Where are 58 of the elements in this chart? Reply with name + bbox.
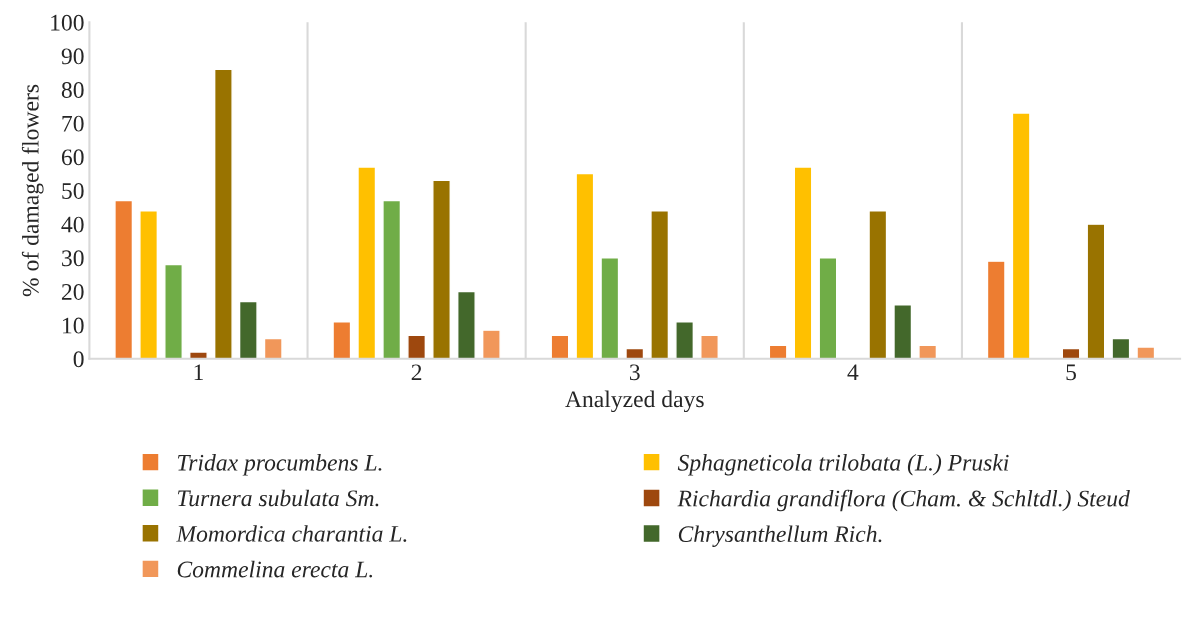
y-tick-label: 40 (61, 216, 84, 233)
bar (481, 329, 501, 359)
bar (893, 304, 913, 359)
x-tick-label: 1 (194, 364, 203, 381)
y-tick-label: 100 (51, 14, 84, 31)
bar (332, 321, 352, 359)
y-tick-label: 30 (62, 250, 84, 267)
bar (139, 209, 159, 359)
bar (457, 290, 476, 359)
bar (868, 209, 888, 359)
x-axis-title: Analyzed days (565, 390, 704, 413)
legend-label: Tridax procumbens L. (177, 454, 382, 476)
bar (550, 334, 570, 359)
y-tick-label: 10 (63, 317, 84, 334)
bar (986, 260, 1006, 359)
bar (114, 199, 134, 359)
bar (818, 257, 838, 359)
bar (357, 166, 377, 359)
y-tick-label: 80 (61, 82, 84, 98)
legend-label: Chrysanthellum Rich. (678, 525, 882, 547)
bar (238, 300, 258, 359)
x-tick-label: 2 (411, 364, 422, 381)
bar (263, 337, 283, 359)
x-tick-label: 3 (629, 364, 640, 381)
y-tick-label: 90 (61, 48, 84, 65)
bar (1111, 337, 1131, 359)
bar (432, 179, 451, 359)
bar (625, 347, 645, 359)
y-tick-label: 50 (62, 182, 84, 199)
bar (407, 334, 427, 359)
bar (650, 209, 670, 359)
legend-label: Sphagneticola trilobata (L.) Pruski (677, 454, 1009, 476)
bar (600, 257, 620, 359)
legend-label: Richardia grandiflora (Cham. & Schltdl.) Steud (677, 489, 1130, 512)
bar (1011, 112, 1031, 359)
bar (793, 166, 813, 359)
bar (918, 344, 938, 359)
y-tick-label: 70 (62, 115, 84, 132)
bar (164, 263, 183, 359)
legend-label: Turnera subulata Sm. (177, 489, 379, 507)
legend-label: Momordica charantia L. (176, 525, 407, 542)
bar (575, 172, 595, 359)
y-tick-label: 0 (73, 351, 84, 368)
bar (1086, 223, 1106, 359)
y-tick-label: 60 (61, 149, 84, 166)
bar (1061, 347, 1081, 359)
bar (700, 334, 719, 359)
bar (213, 68, 233, 359)
bar (382, 199, 402, 359)
bar (189, 351, 208, 359)
bar (1136, 346, 1156, 359)
x-tick-label: 4 (847, 364, 859, 381)
bar (768, 344, 788, 359)
bar (675, 321, 695, 359)
y-tick-label: 20 (61, 283, 84, 300)
x-tick-label: 5 (1066, 364, 1076, 381)
y-axis-title: % of damaged flowers (21, 84, 44, 297)
legend-label: Commelina erecta L. (177, 560, 373, 578)
